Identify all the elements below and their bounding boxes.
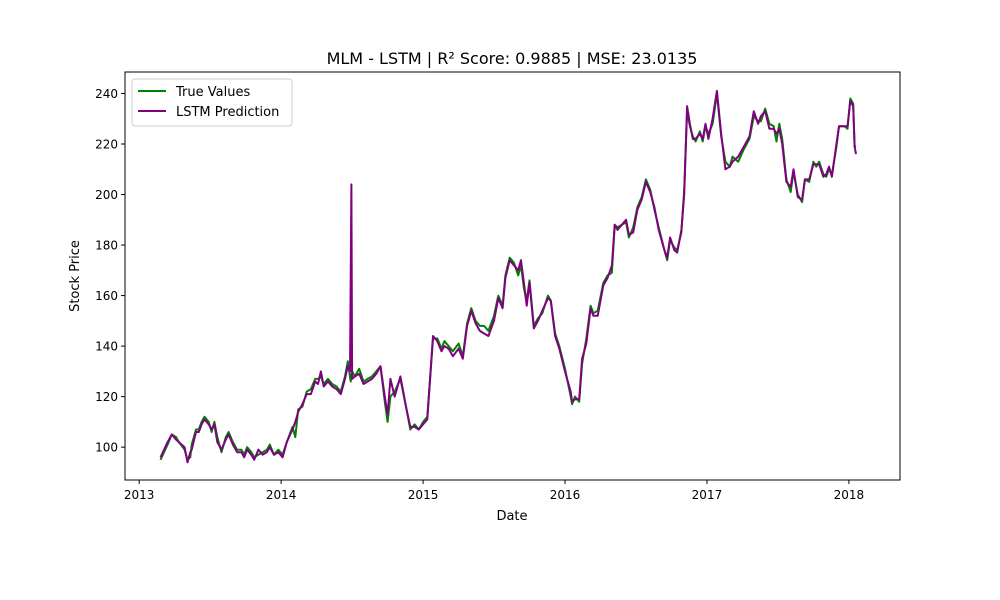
y-tick-label: 160	[95, 289, 118, 303]
plot-frame	[124, 71, 901, 481]
y-tick-label: 240	[95, 87, 118, 101]
x-tick-label: 2013	[124, 488, 155, 502]
series-line-lstm-prediction	[159, 89, 857, 464]
legend: True Values LSTM Prediction	[131, 78, 293, 127]
x-tick-label: 2017	[692, 488, 723, 502]
x-tick-label: 2014	[266, 488, 297, 502]
x-axis-label: Date	[496, 509, 527, 524]
x-tick-label: 2018	[834, 488, 865, 502]
plot-area	[124, 71, 901, 481]
plot-background	[125, 72, 900, 480]
legend-label-lstm-prediction: LSTM Prediction	[176, 105, 279, 120]
x-tick-label: 2016	[550, 488, 581, 502]
y-tick-label: 120	[95, 390, 118, 404]
y-tick-label: 200	[95, 188, 118, 202]
y-axis-label: Stock Price	[68, 240, 83, 312]
chart-title: MLM - LSTM | R² Score: 0.9885 | MSE: 23.…	[327, 49, 698, 68]
series-layer	[159, 89, 857, 464]
y-tick-label: 220	[95, 138, 118, 152]
y-tick-label: 180	[95, 239, 118, 253]
x-axis: 2013 2014 2015 2016 2017 2018	[124, 480, 864, 502]
x-tick-label: 2015	[408, 488, 439, 502]
legend-label-true-values: True Values	[175, 85, 250, 100]
y-tick-label: 100	[95, 441, 118, 455]
y-tick-label: 140	[95, 340, 118, 354]
legend-box	[131, 78, 293, 127]
y-axis: 100 120 140 160 180 200 220 240	[95, 87, 125, 455]
